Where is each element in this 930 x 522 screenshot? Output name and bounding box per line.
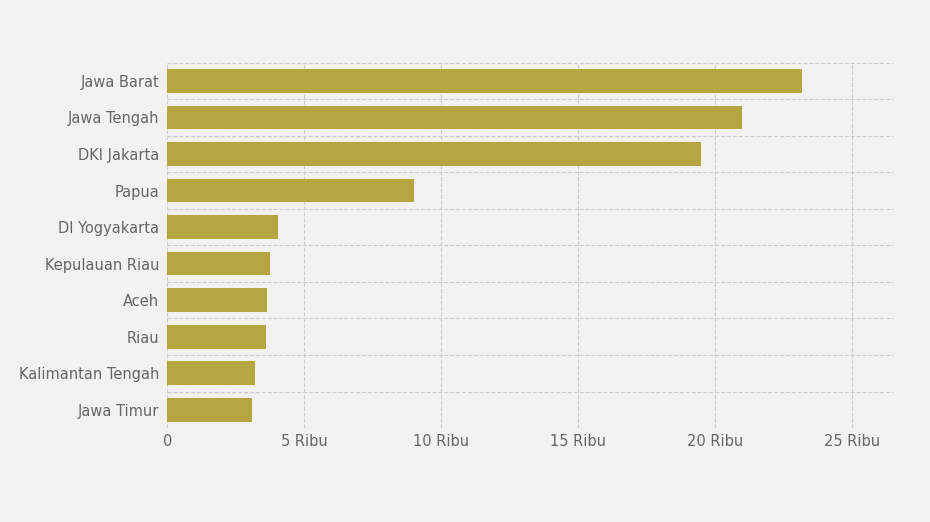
Bar bbox=[167, 325, 266, 349]
Bar bbox=[167, 288, 267, 312]
Bar bbox=[167, 69, 803, 93]
Bar bbox=[167, 398, 252, 422]
Bar bbox=[167, 142, 701, 166]
Bar bbox=[167, 179, 414, 203]
Bar bbox=[167, 215, 278, 239]
Bar bbox=[167, 361, 255, 385]
Bar bbox=[167, 105, 742, 129]
Bar bbox=[167, 252, 270, 276]
